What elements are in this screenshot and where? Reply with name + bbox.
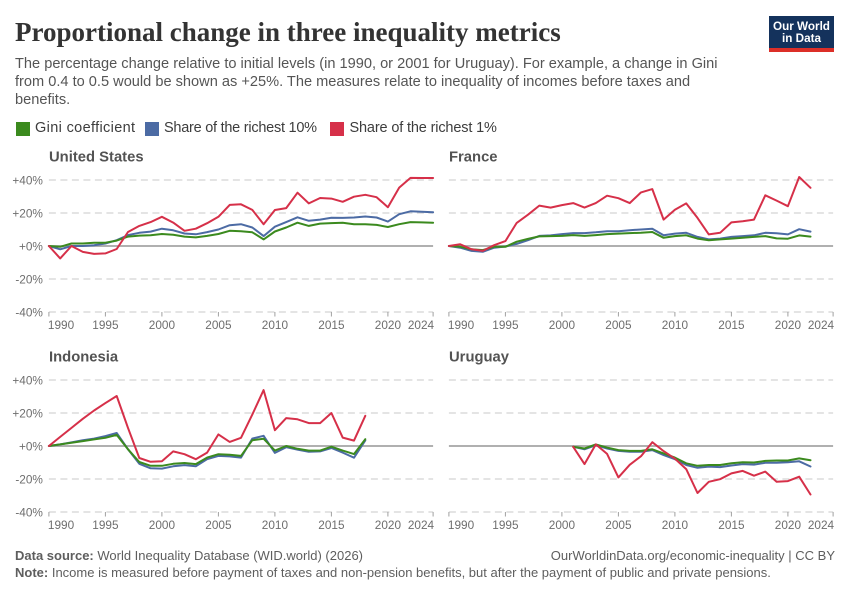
svg-text:1995: 1995 bbox=[92, 518, 119, 532]
svg-text:1995: 1995 bbox=[492, 518, 519, 532]
svg-text:2000: 2000 bbox=[549, 318, 576, 332]
svg-text:2005: 2005 bbox=[605, 518, 632, 532]
svg-text:2010: 2010 bbox=[662, 518, 689, 532]
svg-text:2015: 2015 bbox=[318, 318, 345, 332]
svg-text:2000: 2000 bbox=[149, 518, 176, 532]
svg-text:2015: 2015 bbox=[718, 518, 745, 532]
svg-text:2024: 2024 bbox=[408, 518, 435, 532]
svg-text:1990: 1990 bbox=[448, 518, 475, 532]
svg-text:2020: 2020 bbox=[775, 518, 802, 532]
svg-text:2024: 2024 bbox=[808, 318, 835, 332]
svg-text:2024: 2024 bbox=[408, 318, 435, 332]
svg-text:2000: 2000 bbox=[149, 318, 176, 332]
svg-text:United States: United States bbox=[49, 150, 144, 166]
svg-text:France: France bbox=[449, 150, 498, 166]
svg-text:1990: 1990 bbox=[48, 518, 75, 532]
svg-text:2000: 2000 bbox=[549, 518, 576, 532]
svg-text:-20%: -20% bbox=[15, 473, 43, 487]
svg-text:2024: 2024 bbox=[808, 518, 835, 532]
svg-text:1995: 1995 bbox=[492, 318, 519, 332]
svg-text:2020: 2020 bbox=[375, 318, 402, 332]
svg-text:+20%: +20% bbox=[12, 207, 43, 221]
svg-text:2005: 2005 bbox=[205, 318, 232, 332]
svg-text:Indonesia: Indonesia bbox=[49, 350, 119, 366]
svg-text:1995: 1995 bbox=[92, 318, 119, 332]
svg-text:2020: 2020 bbox=[375, 518, 402, 532]
svg-text:2010: 2010 bbox=[262, 318, 289, 332]
svg-text:2010: 2010 bbox=[262, 518, 289, 532]
svg-text:2015: 2015 bbox=[718, 318, 745, 332]
svg-text:2005: 2005 bbox=[205, 518, 232, 532]
svg-text:+40%: +40% bbox=[12, 374, 43, 388]
svg-text:-20%: -20% bbox=[15, 273, 43, 287]
svg-text:-40%: -40% bbox=[15, 306, 43, 320]
svg-text:2020: 2020 bbox=[775, 318, 802, 332]
svg-text:+40%: +40% bbox=[12, 174, 43, 188]
svg-text:+0%: +0% bbox=[19, 240, 43, 254]
svg-text:1990: 1990 bbox=[48, 318, 75, 332]
svg-text:2015: 2015 bbox=[318, 518, 345, 532]
svg-text:2005: 2005 bbox=[605, 318, 632, 332]
svg-text:-40%: -40% bbox=[15, 506, 43, 520]
svg-text:2010: 2010 bbox=[662, 318, 689, 332]
svg-text:+0%: +0% bbox=[19, 440, 43, 454]
svg-text:+20%: +20% bbox=[12, 407, 43, 421]
svg-text:1990: 1990 bbox=[448, 318, 475, 332]
svg-text:Uruguay: Uruguay bbox=[449, 350, 510, 366]
